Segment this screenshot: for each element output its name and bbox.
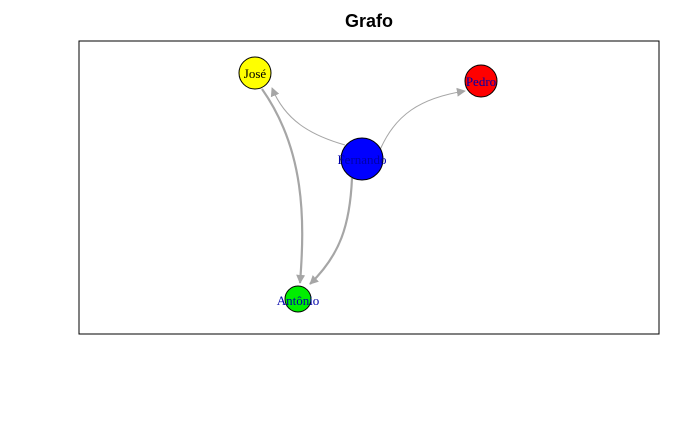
svg-text:Fernando: Fernando [337,152,386,167]
svg-text:José: José [244,66,267,81]
plot-frame [78,40,660,335]
node-fernando: Fernando [337,137,387,181]
edge-jose-antonio [261,88,306,284]
svg-text:Pedro: Pedro [466,74,496,89]
svg-text:Antônio: Antônio [277,293,320,308]
node-antonio: Antônio [277,285,320,313]
node-jose: José [238,56,272,90]
node-pedro: Pedro [464,64,498,98]
graph-title: Grafo [345,11,393,31]
edge-fernando-pedro [379,87,466,151]
edge-fernando-antonio [309,177,354,285]
edge-fernando-jose [270,87,346,146]
